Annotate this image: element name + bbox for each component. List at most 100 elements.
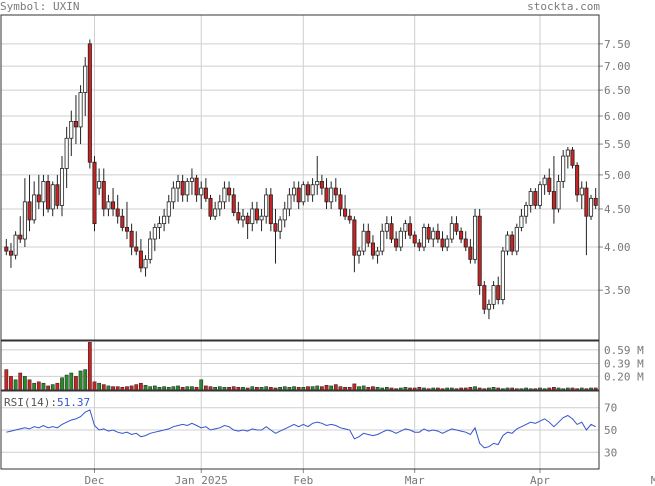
- volume-bar: [357, 386, 361, 391]
- candle-body: [189, 177, 194, 182]
- volume-bar: [162, 386, 166, 391]
- volume-bar: [115, 386, 120, 391]
- rsi-value: 51.37: [56, 396, 91, 409]
- candle-body: [472, 215, 478, 260]
- candle-body: [579, 187, 584, 196]
- date-tick-label: Feb: [293, 474, 313, 486]
- candle-body: [13, 234, 18, 256]
- date-tick-label: Mar: [405, 474, 425, 486]
- candle-body: [593, 197, 598, 206]
- volume-bar: [83, 369, 88, 391]
- volume-bar: [185, 386, 190, 391]
- candle-body: [454, 223, 459, 232]
- panel-frame: [0, 340, 600, 391]
- volume-bar: [333, 384, 338, 391]
- candle-body: [384, 223, 389, 232]
- volume-bar: [4, 369, 9, 391]
- candle-body: [27, 201, 32, 221]
- volume-bar: [292, 386, 296, 391]
- candle-body: [370, 242, 375, 256]
- candle-body: [561, 155, 566, 182]
- candle-body: [41, 181, 46, 203]
- rsi-label-text: RSI(14):: [4, 396, 57, 409]
- candle-body: [78, 92, 83, 128]
- volume-tick-label: 0.20 M: [604, 370, 644, 383]
- candle-body: [245, 215, 250, 225]
- volume-bar: [50, 384, 55, 391]
- candle-body: [524, 204, 529, 217]
- volume-bar: [9, 376, 13, 391]
- candle-body: [389, 223, 394, 240]
- candle-body: [547, 177, 552, 192]
- candle-body: [584, 187, 589, 217]
- volume-bar: [148, 386, 153, 391]
- price-tick-label: 5.00: [604, 169, 631, 182]
- candle-body: [282, 208, 287, 221]
- candle-body: [537, 184, 543, 206]
- candle-body: [55, 184, 60, 206]
- candle-body: [259, 215, 264, 221]
- volume-bar: [106, 385, 111, 391]
- symbol-label: Symbol: UXIN: [0, 0, 80, 13]
- candle-body: [236, 212, 241, 221]
- candle-body: [338, 194, 343, 210]
- candle-body: [347, 215, 352, 221]
- candle-body: [180, 181, 185, 196]
- candle-body: [73, 120, 78, 128]
- candle-body: [111, 201, 116, 210]
- candle-body: [250, 208, 255, 225]
- candle-body: [533, 191, 538, 206]
- volume-bar: [125, 386, 129, 391]
- volume-bar: [176, 385, 180, 391]
- volume-bar: [143, 384, 148, 391]
- date-tick-label: Dec: [85, 474, 105, 486]
- rsi-tick-label: 30: [604, 446, 617, 459]
- candle-body: [46, 181, 51, 210]
- volume-bar: [152, 385, 157, 391]
- volume-bar: [361, 385, 366, 391]
- site-label[interactable]: stockta.com: [527, 0, 600, 13]
- candle-body: [305, 184, 310, 196]
- candle-body: [287, 194, 292, 210]
- volume-bar: [97, 382, 102, 391]
- candle-body: [171, 187, 176, 203]
- volume-bar: [64, 374, 69, 391]
- candle-body: [477, 215, 482, 286]
- candle-body: [138, 250, 143, 269]
- candle-body: [143, 258, 148, 269]
- candle-body: [589, 197, 594, 217]
- volume-bar: [23, 376, 27, 391]
- volume-bar: [250, 386, 255, 391]
- volume-bar: [101, 384, 106, 391]
- candle-body: [157, 223, 162, 228]
- candle-body: [69, 120, 74, 139]
- candle-body: [292, 187, 297, 196]
- volume-bar: [324, 384, 329, 391]
- volume-bar: [13, 379, 18, 391]
- volume-bar: [69, 372, 74, 391]
- candle-body: [329, 187, 334, 203]
- rsi-label: RSI(14):51.37: [4, 396, 90, 409]
- volume-bar: [203, 385, 208, 391]
- candle-body: [268, 194, 273, 225]
- candle-body: [8, 250, 13, 256]
- price-tick-label: 6.50: [604, 84, 631, 97]
- volume-bar: [111, 386, 115, 391]
- candle-body: [227, 187, 232, 196]
- volume-bar: [217, 386, 222, 391]
- price-tick-label: 4.50: [604, 203, 631, 216]
- candle-body: [301, 184, 306, 203]
- candle-body: [421, 227, 427, 248]
- price-candles: [4, 39, 598, 320]
- candle-body: [208, 197, 213, 217]
- candle-body: [194, 177, 199, 196]
- candle-body: [324, 187, 329, 203]
- candle-body: [440, 238, 445, 248]
- candle-body: [124, 227, 130, 232]
- candle-body: [343, 208, 348, 217]
- candle-body: [87, 43, 92, 163]
- candle-body: [4, 246, 9, 252]
- volume-bar: [352, 383, 357, 391]
- candle-body: [333, 187, 338, 196]
